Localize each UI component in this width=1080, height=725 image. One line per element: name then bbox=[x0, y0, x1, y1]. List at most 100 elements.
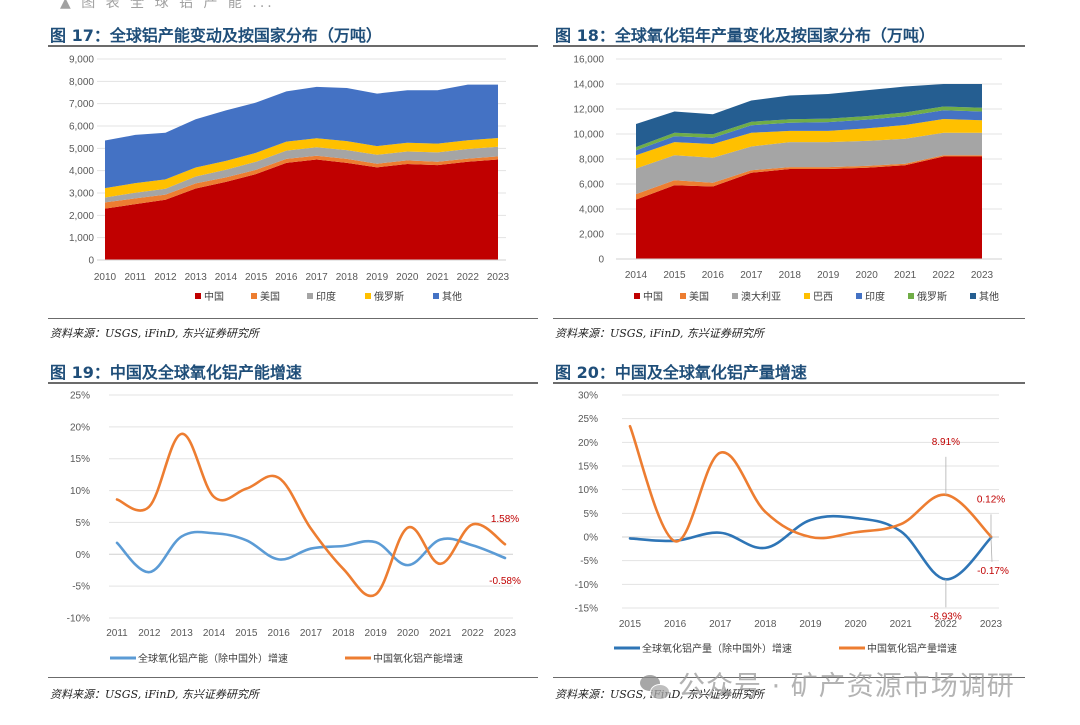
fig20-data-label: 8.91% bbox=[932, 437, 960, 448]
fig20-ytick-label: 25% bbox=[578, 414, 598, 425]
fig19-xtick-label: 2012 bbox=[138, 628, 161, 639]
fig19-ytick-label: 15% bbox=[70, 454, 90, 465]
fig19-line-中国氧化铝产能增速 bbox=[115, 432, 507, 598]
fig20-xtick-label: 2019 bbox=[799, 619, 822, 630]
fig19-xtick-label: 2014 bbox=[203, 628, 226, 639]
fig20-xtick-label: 2018 bbox=[754, 619, 777, 630]
fig17-ytick-label: 5,000 bbox=[69, 144, 94, 155]
fig18-legend-label: 美国 bbox=[689, 290, 709, 303]
fig19-xtick-label: 2018 bbox=[332, 628, 355, 639]
fig20-line-中国氧化铝产量增速 bbox=[628, 424, 993, 543]
fig18-legend-swatch bbox=[680, 293, 686, 299]
fig18-xtick-label: 2014 bbox=[625, 270, 648, 281]
fig19-data-label: -0.58% bbox=[489, 576, 521, 587]
fig20-ytick-label: 30% bbox=[578, 391, 598, 402]
fig17-bottom-rule bbox=[48, 318, 538, 319]
fig17-xtick-label: 2016 bbox=[275, 272, 298, 283]
fig17-legend-label: 中国 bbox=[204, 290, 224, 303]
fig19-line-全球氧化铝产能（除中国外）增速 bbox=[115, 530, 507, 574]
fig20-ytick-label: 15% bbox=[578, 462, 598, 473]
fig19-ytick-label: 5% bbox=[76, 518, 91, 529]
fig19-xtick-label: 2023 bbox=[494, 628, 517, 639]
fig18-bottom-rule bbox=[553, 318, 1025, 319]
fig20-title-rule bbox=[553, 382, 1025, 384]
fig17-ytick-label: 0 bbox=[88, 256, 94, 267]
fig17-xtick-label: 2021 bbox=[426, 272, 449, 283]
fig19-xtick-label: 2016 bbox=[268, 628, 291, 639]
fig19-ytick-label: -10% bbox=[67, 614, 90, 625]
fig17-xtick-label: 2011 bbox=[124, 272, 146, 283]
fig18-xtick-label: 2017 bbox=[740, 270, 763, 281]
watermark: 公众号 · 矿产资源市场调研 bbox=[640, 664, 1015, 703]
fig17-legend-swatch bbox=[365, 293, 371, 299]
fig17-ytick-label: 7,000 bbox=[69, 99, 94, 110]
fig18-ytick-label: 0 bbox=[598, 255, 604, 266]
fig18-legend-label: 印度 bbox=[865, 290, 885, 303]
fig19-ytick-label: -5% bbox=[72, 582, 90, 593]
fig18-xtick-label: 2021 bbox=[894, 270, 917, 281]
fig20-ytick-label: 10% bbox=[578, 485, 598, 496]
cutoff-header-text: ▲ 图 表 全 球 铝 产 能 ... bbox=[60, 0, 275, 11]
fig17-legend-label: 美国 bbox=[260, 290, 280, 303]
fig18-ytick-label: 8,000 bbox=[579, 155, 604, 166]
fig18-xtick-label: 2020 bbox=[856, 270, 879, 281]
fig18-legend-swatch bbox=[634, 293, 640, 299]
fig18-area-中国 bbox=[636, 156, 982, 259]
fig18-legend-label: 其他 bbox=[979, 290, 999, 303]
fig17-xtick-label: 2023 bbox=[487, 272, 510, 283]
fig20-line-全球氧化铝产量（除中国外）增速 bbox=[628, 514, 993, 581]
fig20-data-label: 0.12% bbox=[977, 494, 1005, 505]
fig20-xtick-label: 2023 bbox=[980, 619, 1003, 630]
fig17-legend-swatch bbox=[307, 293, 313, 299]
fig17-ytick-label: 2,000 bbox=[69, 211, 94, 222]
fig18-area-印度 bbox=[636, 110, 982, 156]
fig17-legend-label: 印度 bbox=[316, 290, 336, 303]
fig19-legend-label: 全球氧化铝产能（除中国外）增速 bbox=[138, 652, 288, 665]
fig17-legend-swatch bbox=[251, 293, 257, 299]
fig20-ytick-label: -5% bbox=[580, 556, 598, 567]
fig17-xtick-label: 2010 bbox=[94, 272, 117, 283]
fig19-xtick-label: 2021 bbox=[429, 628, 452, 639]
fig20-xtick-label: 2022 bbox=[935, 619, 958, 630]
fig17-source: 资料来源：USGS, iFinD, 东兴证券研究所 bbox=[50, 327, 259, 340]
fig18-area-其他 bbox=[636, 84, 982, 148]
fig19-chart: -10% -5% 0% 5% 10% 15% 20% 25% 2011 2012 2013 2014 2… bbox=[67, 391, 521, 666]
fig17-ytick-label: 8,000 bbox=[69, 77, 94, 88]
fig20-bottom-rule bbox=[553, 677, 1025, 678]
fig18-legend-swatch bbox=[732, 293, 738, 299]
fig19-xtick-label: 2017 bbox=[300, 628, 323, 639]
fig18-legend-swatch bbox=[908, 293, 914, 299]
fig18-legend-label: 澳大利亚 bbox=[741, 290, 781, 303]
fig20-xtick-label: 2015 bbox=[619, 619, 642, 630]
fig19-xtick-label: 2022 bbox=[462, 628, 485, 639]
fig19-ytick-label: 10% bbox=[70, 486, 90, 497]
fig17-legend-label: 俄罗斯 bbox=[374, 290, 404, 303]
fig18-ytick-label: 4,000 bbox=[579, 205, 604, 216]
fig18-legend-label: 中国 bbox=[643, 290, 663, 303]
fig18-legend-label: 俄罗斯 bbox=[917, 290, 947, 303]
fig18-source: 资料来源：USGS, iFinD, 东兴证券研究所 bbox=[555, 327, 764, 340]
fig17-title-rule bbox=[48, 45, 538, 47]
fig20-data-label: -0.17% bbox=[977, 566, 1009, 577]
fig17-xtick-label: 2018 bbox=[336, 272, 359, 283]
fig18-legend-swatch bbox=[970, 293, 976, 299]
fig17-ytick-label: 4,000 bbox=[69, 166, 94, 177]
fig20-label-leader bbox=[990, 537, 993, 562]
fig20-title: 图 20：中国及全球氧化铝产量增速 bbox=[555, 363, 807, 382]
fig18-ytick-label: 6,000 bbox=[579, 180, 604, 191]
fig17-legend-swatch bbox=[433, 293, 439, 299]
fig17-xtick-label: 2022 bbox=[457, 272, 480, 283]
fig19-bottom-rule bbox=[48, 677, 538, 678]
fig17-xtick-label: 2020 bbox=[396, 272, 419, 283]
watermark-text: 公众号 · 矿产资源市场调研 bbox=[678, 671, 1015, 702]
fig19-title-rule bbox=[48, 382, 538, 384]
fig17-chart: 0 1,000 2,000 3,000 4,000 5,000 6,000 7,000 8,00… bbox=[69, 55, 510, 304]
fig20-legend-label: 中国氧化铝产量增速 bbox=[867, 642, 957, 655]
fig20-ytick-label: -10% bbox=[575, 580, 598, 591]
fig18-area-巴西 bbox=[636, 119, 982, 169]
fig20-xtick-label: 2017 bbox=[709, 619, 732, 630]
fig17-xtick-label: 2014 bbox=[215, 272, 238, 283]
fig18-title-rule bbox=[553, 45, 1025, 47]
fig18-xtick-label: 2018 bbox=[779, 270, 802, 281]
fig18-xtick-label: 2016 bbox=[702, 270, 725, 281]
